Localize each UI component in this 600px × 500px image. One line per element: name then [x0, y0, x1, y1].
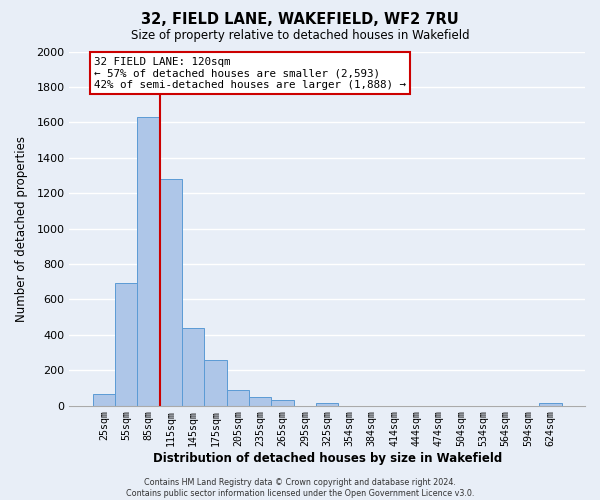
Y-axis label: Number of detached properties: Number of detached properties: [15, 136, 28, 322]
Text: Contains HM Land Registry data © Crown copyright and database right 2024.
Contai: Contains HM Land Registry data © Crown c…: [126, 478, 474, 498]
Text: 32 FIELD LANE: 120sqm
← 57% of detached houses are smaller (2,593)
42% of semi-d: 32 FIELD LANE: 120sqm ← 57% of detached …: [94, 57, 406, 90]
Bar: [182, 328, 205, 406]
Bar: [316, 403, 338, 406]
Bar: [137, 117, 160, 406]
Bar: [205, 360, 227, 406]
Bar: [115, 284, 137, 406]
Bar: [539, 403, 562, 406]
X-axis label: Distribution of detached houses by size in Wakefield: Distribution of detached houses by size …: [152, 452, 502, 465]
Bar: [160, 179, 182, 406]
Bar: [93, 394, 115, 406]
Bar: [271, 400, 293, 406]
Bar: [227, 390, 249, 406]
Text: Size of property relative to detached houses in Wakefield: Size of property relative to detached ho…: [131, 29, 469, 42]
Text: 32, FIELD LANE, WAKEFIELD, WF2 7RU: 32, FIELD LANE, WAKEFIELD, WF2 7RU: [141, 12, 459, 28]
Bar: [249, 396, 271, 406]
